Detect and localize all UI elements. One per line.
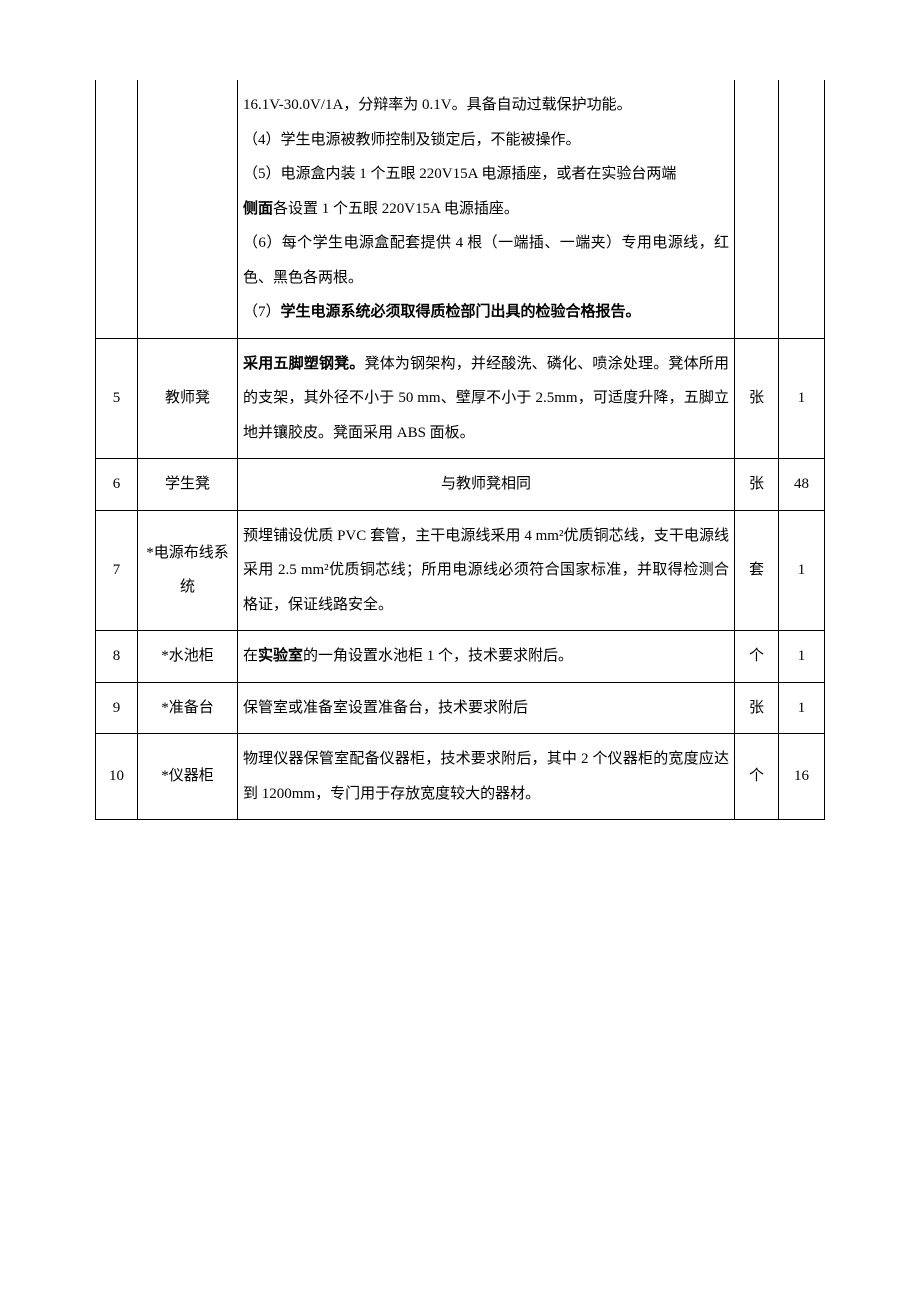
cell-num: 9 (96, 682, 138, 734)
table-row: 16.1V-30.0V/1A，分辩率为 0.1V。具备自动过载保护功能。（4）学… (96, 80, 825, 338)
cell-num: 8 (96, 631, 138, 683)
cell-unit: 个 (735, 631, 779, 683)
cell-unit (735, 80, 779, 338)
cell-desc: 物理仪器保管室配备仪器柜，技术要求附后，其中 2 个仪器柜的宽度应达到 1200… (238, 734, 735, 820)
cell-name (138, 80, 238, 338)
cell-name: *水池柜 (138, 631, 238, 683)
table-row: 8*水池柜在实验室的一角设置水池柜 1 个，技术要求附后。个1 (96, 631, 825, 683)
cell-num: 10 (96, 734, 138, 820)
table-row: 6学生凳与教师凳相同张48 (96, 459, 825, 511)
cell-desc: 采用五脚塑钢凳。凳体为钢架构，并经酸洗、磷化、喷涂处理。凳体所用的支架，其外径不… (238, 338, 735, 459)
cell-unit: 套 (735, 510, 779, 631)
cell-unit: 张 (735, 459, 779, 511)
table-row: 9*准备台保管室或准备室设置准备台，技术要求附后张1 (96, 682, 825, 734)
table-body: 16.1V-30.0V/1A，分辩率为 0.1V。具备自动过载保护功能。（4）学… (96, 80, 825, 820)
cell-qty: 1 (779, 338, 825, 459)
cell-name: *仪器柜 (138, 734, 238, 820)
table-row: 10*仪器柜物理仪器保管室配备仪器柜，技术要求附后，其中 2 个仪器柜的宽度应达… (96, 734, 825, 820)
cell-name: 学生凳 (138, 459, 238, 511)
cell-qty: 16 (779, 734, 825, 820)
cell-desc: 预埋铺设优质 PVC 套管，主干电源线釆用 4 mm²优质铜芯线，支干电源线采用… (238, 510, 735, 631)
table-row: 7*电源布线系统预埋铺设优质 PVC 套管，主干电源线釆用 4 mm²优质铜芯线… (96, 510, 825, 631)
cell-num (96, 80, 138, 338)
cell-unit: 个 (735, 734, 779, 820)
cell-desc: 与教师凳相同 (238, 459, 735, 511)
cell-qty: 1 (779, 682, 825, 734)
table-row: 5教师凳采用五脚塑钢凳。凳体为钢架构，并经酸洗、磷化、喷涂处理。凳体所用的支架，… (96, 338, 825, 459)
cell-name: *电源布线系统 (138, 510, 238, 631)
cell-unit: 张 (735, 682, 779, 734)
cell-desc: 16.1V-30.0V/1A，分辩率为 0.1V。具备自动过载保护功能。（4）学… (238, 80, 735, 338)
cell-num: 6 (96, 459, 138, 511)
cell-desc: 保管室或准备室设置准备台，技术要求附后 (238, 682, 735, 734)
cell-num: 7 (96, 510, 138, 631)
cell-qty: 1 (779, 510, 825, 631)
cell-qty (779, 80, 825, 338)
equipment-spec-table: 16.1V-30.0V/1A，分辩率为 0.1V。具备自动过载保护功能。（4）学… (95, 80, 825, 820)
cell-desc: 在实验室的一角设置水池柜 1 个，技术要求附后。 (238, 631, 735, 683)
cell-name: 教师凳 (138, 338, 238, 459)
cell-unit: 张 (735, 338, 779, 459)
cell-qty: 48 (779, 459, 825, 511)
cell-qty: 1 (779, 631, 825, 683)
cell-num: 5 (96, 338, 138, 459)
cell-name: *准备台 (138, 682, 238, 734)
